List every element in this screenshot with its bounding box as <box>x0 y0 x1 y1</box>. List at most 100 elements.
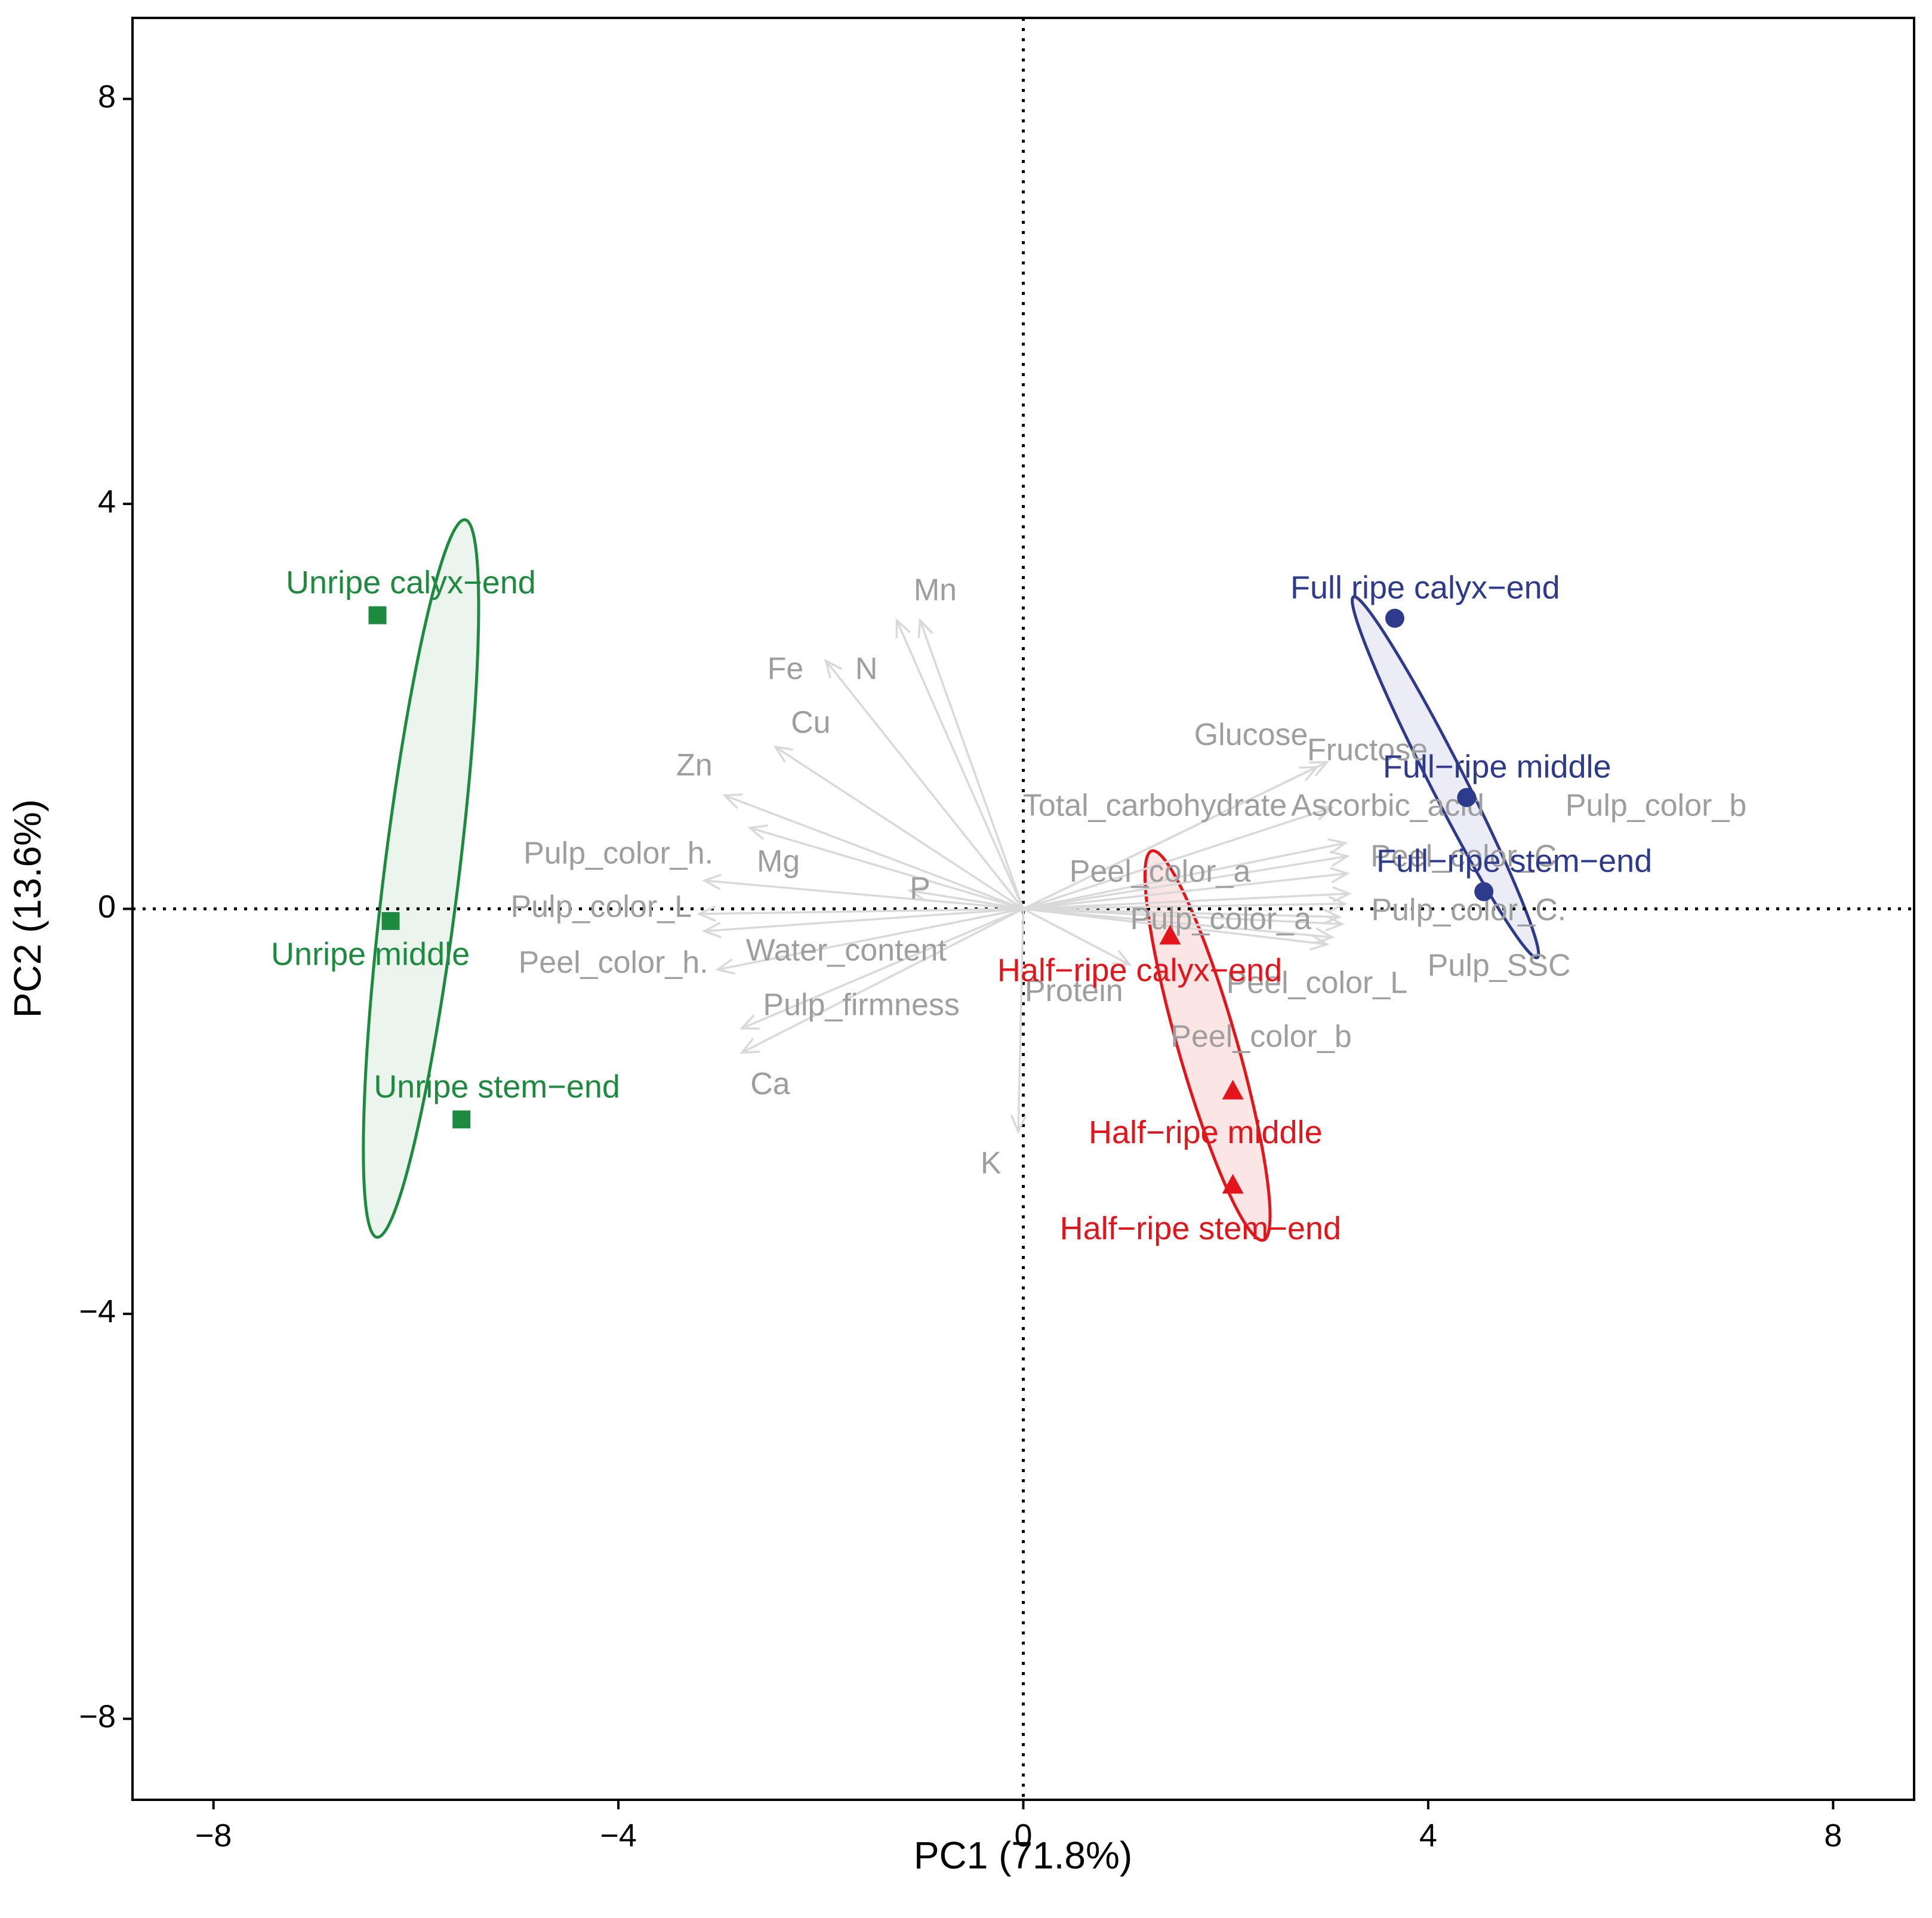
loading-arrowhead-pulp-color-h <box>701 873 722 891</box>
loading-arrowhead-peel-color-a <box>1330 867 1350 883</box>
variable-label-peel-color-b: Peel_color_b <box>1170 1019 1352 1054</box>
loading-arrow-protein <box>1022 907 1130 966</box>
loading-arrow-ascorbic-acid <box>1023 842 1346 910</box>
loading-arrow-pulp-ssc <box>1023 907 1342 925</box>
loading-arrow-mg <box>750 827 1024 910</box>
point-full-ripe-middle <box>1457 787 1477 807</box>
variable-label-pulp-color-a: Pulp_color_a <box>1130 902 1311 937</box>
loading-arrow-peel-color-l <box>1023 907 1332 938</box>
loading-arrowhead-pulp-color-a <box>1322 908 1342 925</box>
point-half-ripe-calyx-end <box>1159 925 1181 945</box>
loading-arrow-peel-color-h <box>704 907 1024 932</box>
loading-arrow-cu <box>775 746 1024 910</box>
variable-label-p: P <box>910 872 930 906</box>
loading-arrow-pulp-firmness <box>741 907 1024 1030</box>
loading-arrowhead-ca <box>739 1037 760 1054</box>
point-unripe-middle <box>381 912 400 930</box>
loading-arrowhead-total-carbohydrate <box>1314 805 1335 821</box>
variable-label-ca: Ca <box>750 1067 790 1101</box>
loading-arrow-pulp-color-b <box>1023 855 1348 910</box>
point-label-full-ripe-calyx-end: Full ripe calyx−end <box>1290 570 1560 606</box>
variable-label-peel-color-l: Peel_color_L <box>1227 965 1408 1000</box>
point-label-half-ripe-stem-end: Half−ripe stem−end <box>1060 1211 1341 1246</box>
variable-label-peel-color-h: Peel_color_h. <box>519 946 708 980</box>
loading-arrow-fructose <box>1022 761 1328 910</box>
x-tick-label-4: 8 <box>1824 1818 1842 1854</box>
loading-arrowhead-fructose <box>1309 761 1330 777</box>
point-unripe-calyx-end <box>368 606 387 624</box>
x-tick-label-2: 0 <box>1014 1818 1032 1854</box>
axes: −8 −4 0 4 8 −8 −4 0 4 8 <box>79 79 1842 1854</box>
variable-label-cu: Cu <box>791 706 830 740</box>
loading-arrowhead-peel-color-h <box>701 922 722 938</box>
loading-arrow-n <box>919 620 1025 910</box>
variable-label-n: N <box>855 652 878 686</box>
y-tick-label-4: 8 <box>98 79 116 115</box>
variable-label-mg: Mg <box>757 844 800 879</box>
variable-label-fructose: Fructose <box>1307 732 1428 767</box>
loading-arrow-pulp-color-c <box>1023 903 1345 910</box>
loading-arrow-zn <box>724 794 1024 910</box>
point-label-full-ripe-middle: Full−ripe middle <box>1383 749 1611 785</box>
x-axis-title: PC1 (71.8%) <box>914 1834 1132 1877</box>
loading-arrow-p <box>910 889 1024 910</box>
loading-arrow-pulp-color-h <box>704 879 1024 910</box>
loading-arrowhead-fe <box>824 658 843 679</box>
loading-arrow-fe <box>825 660 1024 910</box>
loading-arrow-k <box>1017 909 1025 1132</box>
loading-arrow-total-carbohydrate <box>1022 806 1333 910</box>
variable-label-peel-color-c: Peel_color_C <box>1370 839 1557 873</box>
point-label-half-ripe-calyx-end: Half−ripe calyx−end <box>997 953 1282 989</box>
variable-label-pulp-color-c: Pulp_color_C. <box>1371 892 1566 927</box>
loading-arrowhead-zn <box>722 793 743 809</box>
loading-arrowhead-pulp-color-l <box>697 905 717 922</box>
loading-arrowhead-protein <box>1111 950 1132 966</box>
loading-arrowhead-mg <box>747 824 768 841</box>
loading-arrow-peel-color-b <box>1023 907 1327 946</box>
loading-arrow-water-content <box>717 907 1024 971</box>
loading-arrow-mn <box>895 620 1025 910</box>
point-label-unripe-stem-end: Unripe stem−end <box>374 1069 620 1105</box>
variable-label-pulp-color-h: Pulp_color_h. <box>523 836 713 870</box>
loading-arrowhead-pulp-firmness <box>739 1014 760 1030</box>
point-label-half-ripe-middle: Half−ripe middle <box>1089 1115 1323 1150</box>
variable-label-pulp-color-b: Pulp_color_b <box>1566 789 1747 823</box>
variable-label-zn: Zn <box>676 748 713 783</box>
loading-arrowhead-peel-color-c <box>1332 886 1352 903</box>
loading-arrow-ca <box>741 907 1024 1054</box>
loading-arrowhead-pulp-ssc <box>1325 915 1345 932</box>
loading-arrowhead-mn <box>895 618 911 639</box>
variable-label-peel-color-a: Peel_color_a <box>1070 854 1251 889</box>
point-label-full-ripe-stem-end: Full−ripe stem−end <box>1376 843 1652 879</box>
full-ripe-ellipse <box>1351 595 1540 960</box>
loading-arrowhead-peel-color-b <box>1309 934 1330 951</box>
y-tick-label-1: −4 <box>79 1294 116 1329</box>
loading-arrowhead-p <box>907 885 928 901</box>
variable-label-pulp-ssc: Pulp_SSC <box>1428 949 1571 983</box>
x-tick-label-1: −4 <box>600 1818 637 1854</box>
x-tick-label-0: −8 <box>195 1818 232 1854</box>
loading-arrowhead-water-content <box>715 958 735 975</box>
y-axis-title: PC2 (13.6%) <box>6 799 49 1018</box>
variable-label-water-content: Water_content <box>746 933 947 968</box>
loading-arrowhead-ascorbic-acid <box>1327 838 1348 855</box>
variable-label-mn: Mn <box>914 572 957 607</box>
point-label-unripe-calyx-end: Unripe calyx−end <box>286 565 536 601</box>
point-label-unripe-middle: Unripe middle <box>271 936 470 972</box>
variable-label-glucose: Glucose <box>1194 718 1308 752</box>
point-half-ripe-middle <box>1222 1079 1244 1100</box>
variable-label-fe: Fe <box>768 652 804 686</box>
loading-arrowhead-n <box>917 618 933 639</box>
loading-arrowhead-pulp-color-c <box>1328 895 1348 913</box>
variable-label-pulp-color-l: Pulp_color_L <box>510 889 692 924</box>
variable-label-protein: Protein <box>1025 974 1123 1008</box>
x-tick-label-3: 4 <box>1419 1818 1437 1854</box>
y-tick-label-3: 4 <box>98 484 116 519</box>
variable-label-ascorbic-acid: Ascorbic_acid <box>1291 789 1484 823</box>
loading-arrow-pulp-color-l <box>699 907 1024 915</box>
loading-arrowhead-cu <box>773 745 793 763</box>
variable-label-k: K <box>981 1146 1002 1180</box>
variable-label-pulp-firmness: Pulp_firmness <box>763 988 959 1023</box>
y-tick-label-0: −8 <box>79 1699 116 1735</box>
